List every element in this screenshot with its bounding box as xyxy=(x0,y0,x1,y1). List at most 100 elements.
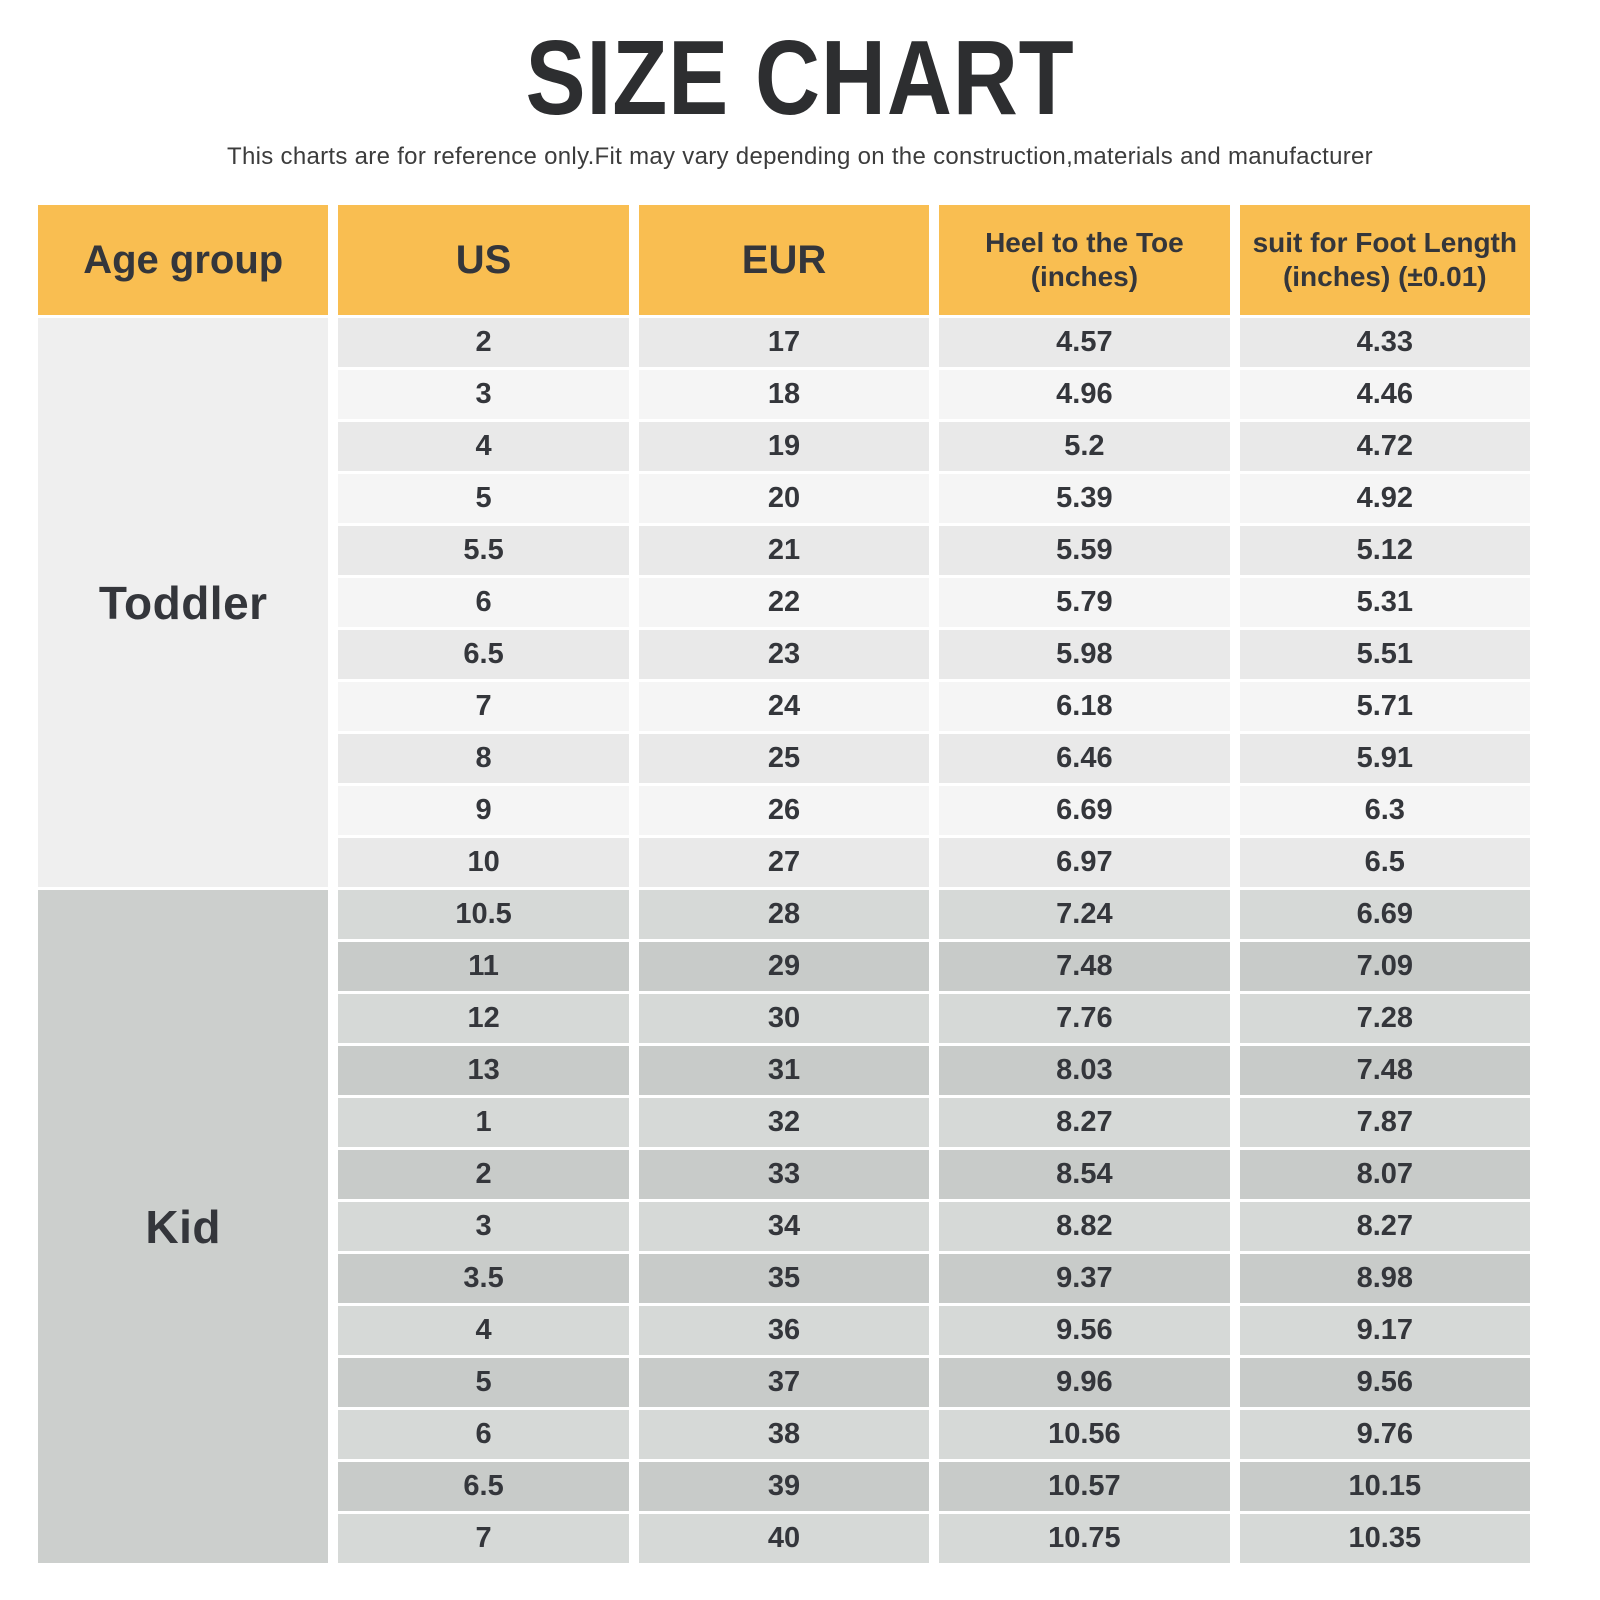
table-cell-toddler-r9-c2: 6.69 xyxy=(939,786,1230,835)
column-header-text: EUR xyxy=(741,238,827,282)
table-cell-toddler-r0-c2: 4.57 xyxy=(939,318,1230,367)
table-cell-toddler-r10-c2: 6.97 xyxy=(939,838,1230,887)
table-cell-toddler-r3-c1: 20 xyxy=(638,474,930,523)
table-cell-toddler-r3-c2: 5.39 xyxy=(939,474,1230,523)
table-cell-kid-r11-c3: 10.15 xyxy=(1239,1462,1530,1511)
table-cell-kid-r6-c1: 34 xyxy=(638,1202,930,1251)
table-cell-toddler-r1-c1: 18 xyxy=(638,370,930,419)
table-cell-kid-r9-c1: 37 xyxy=(638,1358,930,1407)
table-cell-toddler-r4-c0: 5.5 xyxy=(338,526,629,575)
age-group-label-toddler: Toddler xyxy=(38,318,329,887)
table-cell-kid-r3-c1: 31 xyxy=(638,1046,930,1095)
column-header-subtext: (inches) xyxy=(1030,261,1139,292)
table-cell-toddler-r4-c3: 5.12 xyxy=(1239,526,1530,575)
table-cell-kid-r7-c0: 3.5 xyxy=(338,1254,629,1303)
table-cell-kid-r6-c0: 3 xyxy=(338,1202,629,1251)
table-cell-kid-r12-c3: 10.35 xyxy=(1239,1514,1530,1563)
column-header-text: US xyxy=(455,238,512,282)
column-header-suit-for-foot-length: suit for Foot Length (inches) (±0.01) xyxy=(1239,205,1530,315)
table-cell-kid-r4-c3: 7.87 xyxy=(1239,1098,1530,1147)
column-header-text: suit for Foot Length xyxy=(1252,227,1517,259)
table-cell-kid-r5-c0: 2 xyxy=(338,1150,629,1199)
table-cell-kid-r5-c3: 8.07 xyxy=(1239,1150,1530,1199)
table-cell-toddler-r8-c3: 5.91 xyxy=(1239,734,1530,783)
table-cell-toddler-r6-c1: 23 xyxy=(638,630,930,679)
table-cell-toddler-r5-c2: 5.79 xyxy=(939,578,1230,627)
table-cell-kid-r10-c0: 6 xyxy=(338,1410,629,1459)
table-cell-kid-r7-c2: 9.37 xyxy=(939,1254,1230,1303)
table-cell-kid-r9-c3: 9.56 xyxy=(1239,1358,1530,1407)
table-cell-kid-r10-c2: 10.56 xyxy=(939,1410,1230,1459)
table-cell-toddler-r2-c2: 5.2 xyxy=(939,422,1230,471)
table-cell-kid-r0-c1: 28 xyxy=(638,890,930,939)
table-cell-kid-r10-c1: 38 xyxy=(638,1410,930,1459)
table-cell-toddler-r0-c1: 17 xyxy=(638,318,930,367)
table-cell-kid-r0-c0: 10.5 xyxy=(338,890,629,939)
table-cell-toddler-r8-c1: 25 xyxy=(638,734,930,783)
table-cell-kid-r1-c3: 7.09 xyxy=(1239,942,1530,991)
table-cell-kid-r7-c1: 35 xyxy=(638,1254,930,1303)
table-cell-kid-r11-c2: 10.57 xyxy=(939,1462,1230,1511)
table-cell-kid-r11-c1: 39 xyxy=(638,1462,930,1511)
table-cell-toddler-r3-c3: 4.92 xyxy=(1239,474,1530,523)
table-cell-toddler-r7-c1: 24 xyxy=(638,682,930,731)
table-cell-toddler-r0-c3: 4.33 xyxy=(1239,318,1530,367)
table-cell-kid-r7-c3: 8.98 xyxy=(1239,1254,1530,1303)
table-cell-kid-r0-c3: 6.69 xyxy=(1239,890,1530,939)
table-cell-toddler-r7-c3: 5.71 xyxy=(1239,682,1530,731)
table-cell-kid-r5-c1: 33 xyxy=(638,1150,930,1199)
column-header-text: Heel to the Toe xyxy=(985,227,1184,259)
table-cell-kid-r12-c0: 7 xyxy=(338,1514,629,1563)
table-cell-kid-r5-c2: 8.54 xyxy=(939,1150,1230,1199)
table-cell-toddler-r4-c2: 5.59 xyxy=(939,526,1230,575)
table-cell-toddler-r1-c3: 4.46 xyxy=(1239,370,1530,419)
disclaimer-text: This charts are for reference only.Fit m… xyxy=(227,143,1373,170)
table-cell-toddler-r4-c1: 21 xyxy=(638,526,930,575)
table-cell-kid-r6-c3: 8.27 xyxy=(1239,1202,1530,1251)
table-cell-kid-r2-c2: 7.76 xyxy=(939,994,1230,1043)
table-cell-kid-r2-c0: 12 xyxy=(338,994,629,1043)
table-cell-kid-r9-c0: 5 xyxy=(338,1358,629,1407)
table-cell-toddler-r6-c0: 6.5 xyxy=(338,630,629,679)
page-title: SIZE CHART xyxy=(525,19,1075,137)
table-cell-kid-r8-c0: 4 xyxy=(338,1306,629,1355)
table-cell-toddler-r5-c1: 22 xyxy=(638,578,930,627)
table-cell-kid-r9-c2: 9.96 xyxy=(939,1358,1230,1407)
table-cell-toddler-r1-c2: 4.96 xyxy=(939,370,1230,419)
table-cell-toddler-r8-c2: 6.46 xyxy=(939,734,1230,783)
table-cell-kid-r4-c1: 32 xyxy=(638,1098,930,1147)
table-cell-kid-r3-c3: 7.48 xyxy=(1239,1046,1530,1095)
table-cell-kid-r2-c1: 30 xyxy=(638,994,930,1043)
table-cell-kid-r1-c2: 7.48 xyxy=(939,942,1230,991)
table-cell-toddler-r3-c0: 5 xyxy=(338,474,629,523)
table-cell-kid-r8-c2: 9.56 xyxy=(939,1306,1230,1355)
table-cell-kid-r10-c3: 9.76 xyxy=(1239,1410,1530,1459)
column-header-age-group: Age group xyxy=(38,205,329,315)
table-cell-toddler-r2-c0: 4 xyxy=(338,422,629,471)
table-cell-kid-r8-c1: 36 xyxy=(638,1306,930,1355)
table-cell-kid-r12-c2: 10.75 xyxy=(939,1514,1230,1563)
table-cell-kid-r1-c1: 29 xyxy=(638,942,930,991)
table-cell-toddler-r10-c0: 10 xyxy=(338,838,629,887)
table-cell-kid-r3-c0: 13 xyxy=(338,1046,629,1095)
table-cell-toddler-r7-c2: 6.18 xyxy=(939,682,1230,731)
table-cell-kid-r3-c2: 8.03 xyxy=(939,1046,1230,1095)
table-cell-kid-r11-c0: 6.5 xyxy=(338,1462,629,1511)
column-header-eur: EUR xyxy=(638,205,930,315)
table-cell-toddler-r9-c1: 26 xyxy=(638,786,930,835)
table-cell-kid-r0-c2: 7.24 xyxy=(939,890,1230,939)
table-cell-toddler-r8-c0: 8 xyxy=(338,734,629,783)
table-cell-toddler-r1-c0: 3 xyxy=(338,370,629,419)
table-cell-kid-r6-c2: 8.82 xyxy=(939,1202,1230,1251)
size-chart-table: Age group US EUR Heel to the Toe (inches) sui… xyxy=(38,205,1530,1563)
table-cell-toddler-r6-c3: 5.51 xyxy=(1239,630,1530,679)
table-cell-kid-r2-c3: 7.28 xyxy=(1239,994,1530,1043)
table-cell-kid-r4-c0: 1 xyxy=(338,1098,629,1147)
table-cell-kid-r8-c3: 9.17 xyxy=(1239,1306,1530,1355)
table-cell-toddler-r2-c3: 4.72 xyxy=(1239,422,1530,471)
table-cell-kid-r1-c0: 11 xyxy=(338,942,629,991)
age-group-label-kid: Kid xyxy=(38,890,329,1563)
column-header-subtext: (inches) (±0.01) xyxy=(1282,261,1487,292)
table-cell-toddler-r6-c2: 5.98 xyxy=(939,630,1230,679)
